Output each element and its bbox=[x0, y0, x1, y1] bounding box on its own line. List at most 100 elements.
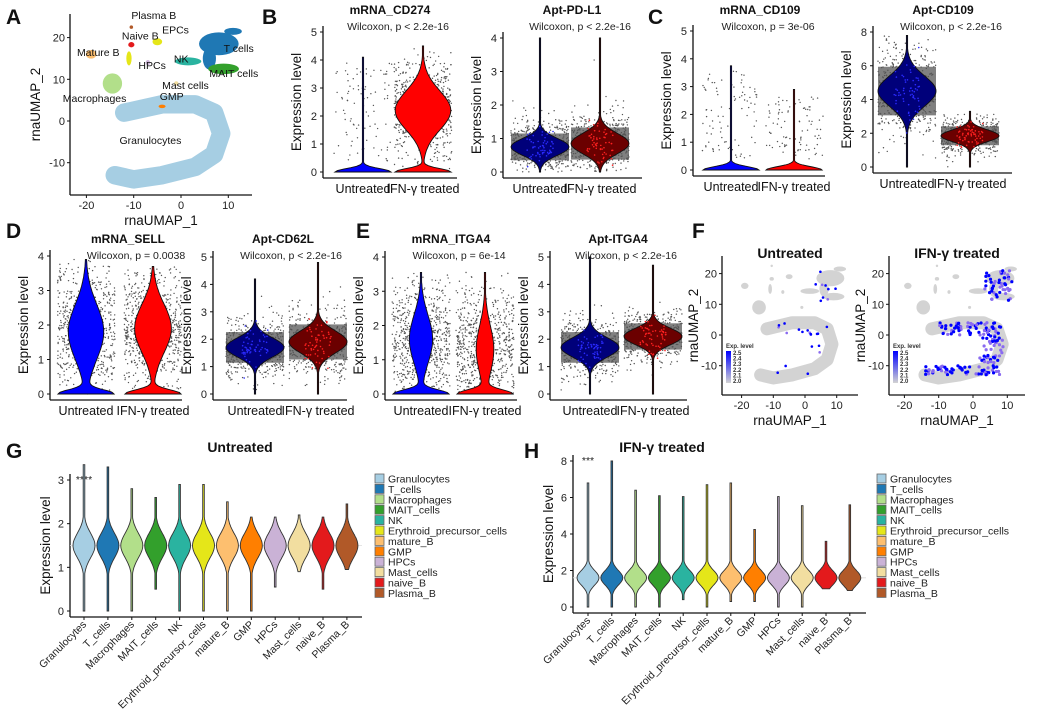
data-point bbox=[588, 118, 590, 120]
violin-point bbox=[601, 148, 603, 150]
violin-point bbox=[981, 131, 984, 134]
data-point bbox=[893, 141, 895, 143]
violin-point bbox=[970, 135, 973, 137]
data-point bbox=[577, 126, 580, 129]
violin-point bbox=[539, 155, 541, 158]
data-point bbox=[782, 151, 784, 153]
data-point bbox=[135, 275, 137, 277]
y-tick-label: 2 bbox=[38, 320, 44, 332]
data-point bbox=[922, 108, 925, 110]
data-point bbox=[882, 66, 884, 68]
data-point bbox=[439, 62, 442, 65]
data-point bbox=[994, 143, 996, 146]
data-point bbox=[778, 109, 781, 111]
category-label: IFN-γ treated bbox=[564, 182, 637, 196]
data-point bbox=[271, 320, 274, 322]
data-point bbox=[173, 266, 176, 268]
data-point bbox=[97, 359, 99, 362]
data-point bbox=[944, 119, 947, 121]
data-point bbox=[799, 149, 801, 151]
data-point bbox=[136, 308, 138, 310]
data-point bbox=[982, 124, 985, 127]
data-point bbox=[400, 144, 403, 147]
data-point bbox=[549, 160, 552, 162]
data-point bbox=[352, 78, 354, 80]
data-point bbox=[579, 116, 581, 118]
data-point bbox=[992, 145, 995, 147]
data-point bbox=[800, 136, 802, 138]
data-point bbox=[126, 326, 128, 329]
data-point bbox=[892, 46, 895, 49]
data-point bbox=[236, 358, 238, 361]
data-point bbox=[134, 283, 136, 286]
data-point bbox=[541, 109, 543, 112]
data-point bbox=[613, 119, 615, 122]
data-point bbox=[333, 152, 335, 155]
data-point bbox=[717, 93, 719, 96]
data-point bbox=[63, 310, 65, 313]
data-point bbox=[952, 120, 955, 122]
violin-point bbox=[902, 75, 905, 78]
violin-point bbox=[956, 135, 958, 137]
data-point bbox=[624, 128, 626, 130]
data-point bbox=[236, 367, 238, 369]
data-point bbox=[417, 54, 419, 56]
data-point bbox=[441, 128, 443, 130]
data-point bbox=[995, 118, 997, 120]
data-point bbox=[394, 100, 397, 102]
violin-point bbox=[596, 125, 599, 127]
data-point bbox=[270, 305, 273, 308]
data-point bbox=[71, 268, 73, 271]
data-point bbox=[167, 293, 169, 296]
data-point bbox=[446, 132, 448, 135]
data-point bbox=[576, 151, 578, 153]
data-point bbox=[533, 129, 536, 131]
data-point bbox=[924, 115, 926, 117]
data-point bbox=[409, 67, 411, 69]
data-point bbox=[950, 145, 953, 148]
data-point bbox=[942, 123, 944, 125]
data-point bbox=[627, 137, 630, 139]
data-point bbox=[993, 140, 996, 142]
data-point bbox=[575, 163, 577, 165]
violin-point bbox=[968, 126, 971, 128]
data-point bbox=[925, 130, 927, 133]
data-point bbox=[279, 329, 282, 331]
data-point bbox=[782, 136, 785, 138]
data-point bbox=[948, 156, 950, 159]
data-point bbox=[166, 299, 168, 301]
data-point bbox=[605, 95, 607, 98]
data-point bbox=[106, 368, 109, 370]
data-point bbox=[346, 73, 349, 76]
data-point bbox=[129, 301, 131, 304]
panel-label: E bbox=[356, 220, 370, 243]
data-point bbox=[959, 154, 962, 156]
data-point bbox=[753, 125, 755, 127]
data-point bbox=[274, 328, 276, 330]
data-point bbox=[994, 146, 996, 148]
data-point bbox=[394, 95, 396, 97]
data-point bbox=[899, 51, 901, 54]
data-point bbox=[523, 107, 525, 109]
data-point bbox=[706, 132, 708, 134]
data-point bbox=[614, 124, 617, 126]
data-point bbox=[579, 128, 581, 130]
data-point bbox=[733, 86, 735, 88]
data-point bbox=[125, 299, 127, 301]
data-point bbox=[811, 120, 813, 123]
data-point bbox=[783, 144, 786, 146]
data-point bbox=[985, 147, 987, 149]
violin-point bbox=[909, 71, 912, 74]
data-point bbox=[99, 363, 101, 366]
data-point bbox=[443, 146, 445, 149]
data-point bbox=[388, 62, 391, 65]
data-point bbox=[280, 320, 283, 322]
data-point bbox=[369, 125, 371, 128]
data-point bbox=[57, 335, 59, 338]
data-point bbox=[67, 362, 69, 364]
data-point bbox=[261, 373, 263, 375]
y-tick-label: 4 bbox=[491, 33, 497, 45]
data-point bbox=[619, 119, 621, 122]
data-point bbox=[173, 277, 175, 279]
